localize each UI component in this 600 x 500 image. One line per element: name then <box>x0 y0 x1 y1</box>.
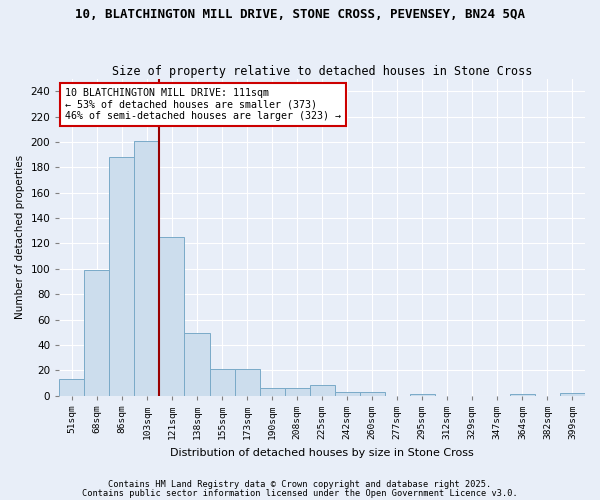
Bar <box>560 393 585 396</box>
Bar <box>134 140 160 396</box>
Bar <box>235 369 260 396</box>
Bar <box>360 392 385 396</box>
Text: Contains public sector information licensed under the Open Government Licence v3: Contains public sector information licen… <box>82 490 518 498</box>
X-axis label: Distribution of detached houses by size in Stone Cross: Distribution of detached houses by size … <box>170 448 474 458</box>
Y-axis label: Number of detached properties: Number of detached properties <box>15 155 25 319</box>
Bar <box>260 388 284 396</box>
Bar <box>335 392 360 396</box>
Bar <box>410 394 435 396</box>
Bar <box>160 237 184 396</box>
Bar <box>510 394 535 396</box>
Bar <box>59 379 85 396</box>
Bar <box>184 334 209 396</box>
Bar <box>310 386 335 396</box>
Bar <box>284 388 310 396</box>
Bar <box>209 369 235 396</box>
Bar <box>85 270 109 396</box>
Text: 10 BLATCHINGTON MILL DRIVE: 111sqm
← 53% of detached houses are smaller (373)
46: 10 BLATCHINGTON MILL DRIVE: 111sqm ← 53%… <box>65 88 341 121</box>
Bar <box>109 157 134 396</box>
Text: 10, BLATCHINGTON MILL DRIVE, STONE CROSS, PEVENSEY, BN24 5QA: 10, BLATCHINGTON MILL DRIVE, STONE CROSS… <box>75 8 525 20</box>
Text: Contains HM Land Registry data © Crown copyright and database right 2025.: Contains HM Land Registry data © Crown c… <box>109 480 491 489</box>
Title: Size of property relative to detached houses in Stone Cross: Size of property relative to detached ho… <box>112 66 532 78</box>
